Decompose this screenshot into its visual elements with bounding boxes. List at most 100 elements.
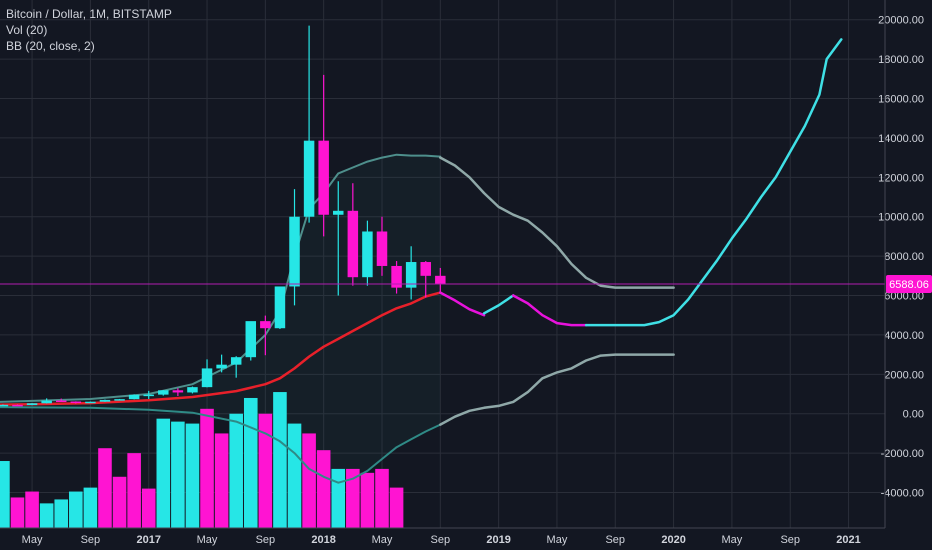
volume-bar — [258, 413, 273, 528]
x-tick-label: May — [372, 534, 393, 546]
current-price-label: 6588.06 — [889, 279, 929, 291]
candle-body — [362, 231, 373, 278]
legend-volume[interactable]: Vol (20) — [6, 23, 48, 37]
x-tick-label: 2019 — [486, 534, 510, 546]
time-axis-background — [0, 528, 932, 550]
volume-bar — [98, 448, 112, 528]
y-tick-label: 16000.00 — [878, 94, 924, 106]
x-tick-label: Sep — [605, 534, 625, 546]
candle-body — [41, 400, 52, 404]
x-tick-label: May — [22, 534, 43, 546]
x-tick-label: 2018 — [311, 534, 335, 546]
candle-body — [26, 403, 38, 406]
y-tick-label: 0.00 — [903, 409, 924, 421]
grid — [0, 0, 885, 528]
volume-bar — [0, 461, 10, 528]
projection-pink-line — [511, 294, 588, 327]
y-tick-label: 20000.00 — [878, 15, 924, 27]
volume-bar — [360, 472, 375, 528]
y-tick-label: 8000.00 — [884, 251, 924, 263]
candle-body — [85, 401, 96, 404]
volume-bar — [10, 497, 25, 528]
projection-cyan-line — [584, 38, 843, 327]
candle-body — [435, 275, 446, 284]
volume-bar — [54, 499, 69, 528]
volume-bar — [69, 491, 83, 528]
x-tick-label: 2017 — [136, 534, 160, 546]
candle-body — [303, 140, 315, 217]
volume-bar — [302, 433, 316, 528]
candle-body — [347, 210, 359, 278]
time-axis[interactable]: May Sep 2017 May Sep 2018 May Sep 2019 May Sep 2020… — [0, 527, 932, 550]
x-tick-label: May — [197, 534, 218, 546]
volume-bar — [273, 392, 287, 528]
bb-basis-line — [0, 291, 442, 406]
candle-body — [55, 400, 67, 403]
x-tick-label: May — [547, 534, 568, 546]
volume-bar — [375, 468, 389, 528]
candle-body — [143, 394, 154, 397]
candle-body — [0, 404, 9, 407]
volume-bars — [0, 392, 404, 528]
volume-bar — [83, 487, 98, 528]
volume-bar — [200, 408, 214, 528]
candle-body — [245, 321, 257, 358]
x-tick-label: May — [722, 534, 743, 546]
legend-bollinger[interactable]: BB (20, close, 2) — [6, 39, 95, 53]
candle-body — [216, 364, 227, 369]
volume-bar — [229, 413, 243, 528]
chart-legend: Bitcoin / Dollar, 1M, BITSTAMP Vol (20) … — [6, 6, 172, 54]
volume-bar — [214, 433, 229, 528]
current-price-label-bg — [886, 274, 932, 293]
bb-lower-line — [0, 406, 442, 484]
x-tick-label: 2020 — [661, 534, 685, 546]
candle-body — [201, 368, 213, 388]
candle-body — [230, 357, 242, 365]
y-tick-label: -2000.00 — [881, 448, 924, 460]
candle-body — [420, 262, 431, 276]
candle-body — [187, 387, 198, 393]
candle-body — [274, 286, 286, 329]
volume-bar — [331, 468, 346, 528]
volume-bar — [141, 488, 156, 528]
y-tick-label: -4000.00 — [881, 488, 924, 500]
volume-bar — [156, 418, 171, 528]
candle-body — [333, 210, 344, 215]
y-tick-label: 4000.00 — [884, 330, 924, 342]
volume-bar — [171, 421, 185, 528]
y-tick-label: 10000.00 — [878, 212, 924, 224]
volume-bar — [127, 453, 141, 528]
volume-bar — [316, 450, 331, 528]
candle-body — [289, 216, 300, 287]
y-tick-label: 14000.00 — [878, 133, 924, 145]
x-tick-label: Sep — [81, 534, 101, 546]
volume-bar — [346, 468, 360, 528]
candle-body — [260, 321, 271, 329]
x-tick-label: 2021 — [836, 534, 860, 546]
candle-body — [391, 265, 402, 288]
legend-symbol[interactable]: Bitcoin / Dollar, 1M, BITSTAMP — [6, 7, 172, 21]
candle-body — [172, 390, 184, 393]
y-tick-label: 12000.00 — [878, 172, 924, 184]
price-axis[interactable]: 20000.00 18000.00 16000.00 14000.00 12000.00… — [878, 0, 932, 528]
volume-bar — [287, 423, 302, 528]
candle-body — [318, 140, 329, 215]
projection-cyan-line — [482, 294, 515, 315]
candle-body — [70, 401, 82, 404]
y-tick-label: 2000.00 — [884, 369, 924, 381]
candle-body — [12, 404, 23, 407]
candle-body — [158, 390, 169, 395]
y-tick-label: 18000.00 — [878, 54, 924, 66]
candlesticks — [0, 25, 446, 407]
candle-body — [114, 399, 125, 401]
candle-body — [376, 231, 388, 266]
projection-pink-line — [439, 291, 486, 317]
projection-upper-line — [439, 156, 675, 289]
candle-body — [128, 394, 140, 400]
y-tick-label: 6000.00 — [884, 291, 924, 303]
x-tick-label: Sep — [256, 534, 276, 546]
volume-bar — [243, 397, 258, 528]
x-tick-label: Sep — [780, 534, 800, 546]
